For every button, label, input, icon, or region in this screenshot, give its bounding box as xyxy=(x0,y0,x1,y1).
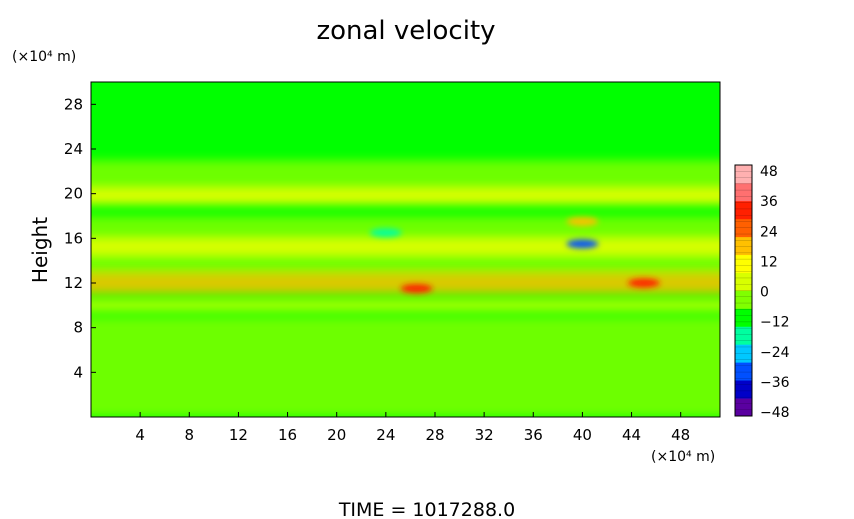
x-tick-label: 8 xyxy=(185,426,195,444)
time-label: TIME = 1017288.0 xyxy=(338,499,515,519)
y-tick-label: 12 xyxy=(64,274,83,292)
x-axis-unit: (×10⁴ m) xyxy=(651,449,715,465)
x-tick-label: 4 xyxy=(135,426,145,444)
colorbar-swatch xyxy=(735,182,752,202)
colorbar-tick-label: 24 xyxy=(760,224,778,240)
colorbar-tick-label: 36 xyxy=(760,194,778,210)
velocity-extreme xyxy=(400,284,433,294)
x-tick-label: 48 xyxy=(671,426,690,444)
velocity-band xyxy=(91,238,720,256)
x-tick-label: 40 xyxy=(573,426,592,444)
velocity-band xyxy=(91,255,720,272)
colorbar-frame xyxy=(734,164,753,417)
colorbar-swatch xyxy=(735,398,752,417)
colorbar-swatch xyxy=(735,344,752,363)
velocity-extreme xyxy=(627,278,660,288)
y-tick-label: 16 xyxy=(64,229,83,247)
colorbar-tick-label: −24 xyxy=(760,345,790,361)
colorbar-tick-label: −48 xyxy=(760,405,790,421)
colorbar-tick-label: 0 xyxy=(760,285,769,301)
velocity-band xyxy=(91,188,720,205)
colorbar-swatch xyxy=(735,218,752,238)
velocity-extreme xyxy=(369,228,402,238)
x-tick-label: 20 xyxy=(327,426,346,444)
x-tick-label: 16 xyxy=(278,426,297,444)
colorbar-tick-label: 48 xyxy=(760,164,778,180)
y-axis-ticks: 4 8 12 16 20 24 28 xyxy=(64,95,96,381)
velocity-bands xyxy=(91,160,720,417)
plot-frame xyxy=(90,81,721,418)
y-tick-label: 28 xyxy=(64,95,83,113)
colorbar-swatch xyxy=(735,272,752,291)
x-tick-label: 44 xyxy=(622,426,641,444)
colorbar-swatch xyxy=(735,380,752,399)
colorbar-tick-label: −36 xyxy=(760,375,790,391)
x-axis-ticks: 4 8 12 16 20 24 28 32 36 40 44 48 xyxy=(135,412,690,444)
velocity-band xyxy=(91,338,720,384)
colorbar-swatch xyxy=(735,254,752,273)
colorbar-swatch xyxy=(735,308,752,327)
velocity-extreme xyxy=(566,239,599,249)
colorbar-tick-label: 12 xyxy=(760,254,778,270)
x-tick-label: 12 xyxy=(229,426,248,444)
velocity-band xyxy=(91,271,720,295)
velocity-extremes xyxy=(369,217,660,294)
y-tick-label: 4 xyxy=(73,363,83,381)
y-axis-label: Height xyxy=(28,217,52,283)
y-tick-label: 20 xyxy=(64,185,83,203)
colorbar-swatch xyxy=(735,236,752,256)
colorbar-swatch xyxy=(735,326,752,345)
colorbar-swatch xyxy=(735,362,752,381)
x-tick-label: 28 xyxy=(425,426,444,444)
velocity-band xyxy=(91,383,720,417)
velocity-band xyxy=(91,299,720,311)
y-tick-label: 8 xyxy=(73,319,83,337)
x-tick-label: 24 xyxy=(376,426,395,444)
y-axis-unit: (×10⁴ m) xyxy=(12,49,76,65)
colorbar-swatch xyxy=(735,290,752,309)
colorbar: 48 36 24 12 0 −12 −24 −36 −48 xyxy=(734,164,790,421)
colorbar-swatch xyxy=(735,165,752,184)
colorbar-tick-label: −12 xyxy=(760,315,790,331)
colorbar-swatch xyxy=(735,200,752,220)
velocity-band xyxy=(91,160,720,189)
velocity-extreme xyxy=(566,217,599,227)
velocity-band xyxy=(91,216,720,239)
x-tick-label: 32 xyxy=(475,426,494,444)
chart-title: zonal velocity xyxy=(316,16,495,46)
velocity-band xyxy=(91,316,720,339)
y-tick-label: 24 xyxy=(64,140,83,158)
plot-area xyxy=(91,82,720,417)
x-tick-label: 36 xyxy=(524,426,543,444)
